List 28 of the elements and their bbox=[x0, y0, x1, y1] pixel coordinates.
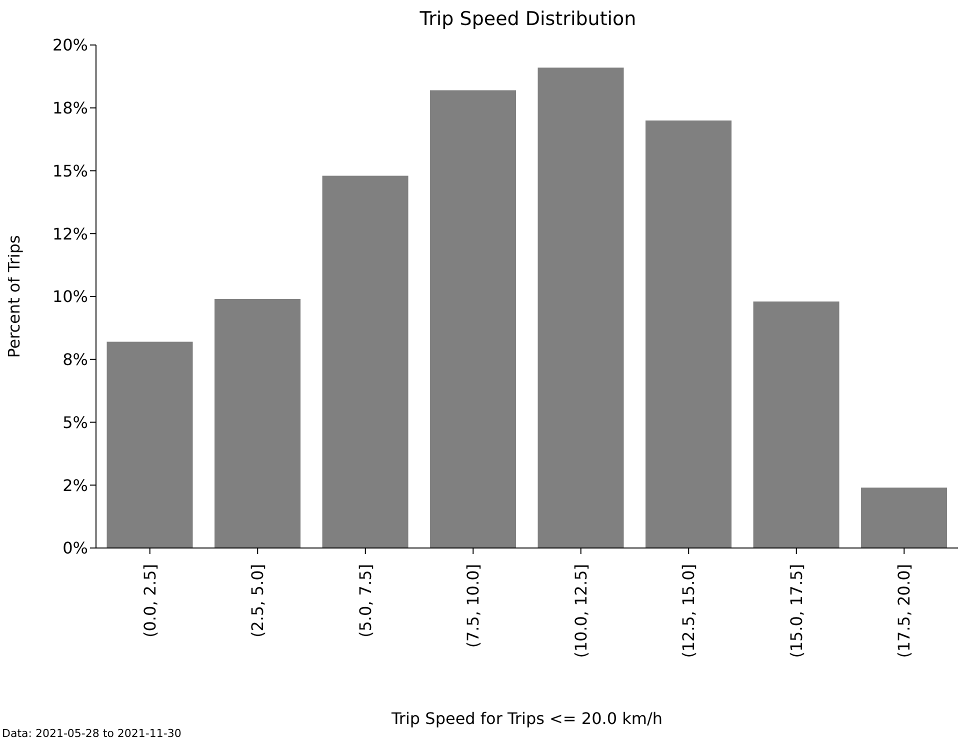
x-axis-title: Trip Speed for Trips <= 20.0 km/h bbox=[390, 709, 663, 728]
x-tick-label: (7.5, 10.0] bbox=[464, 564, 483, 648]
x-tick-label: (15.0, 17.5] bbox=[786, 564, 806, 658]
text: Data: 2021-05-28 to 2021-11-30 bbox=[2, 727, 182, 740]
x-tick-label: (2.5, 5.0] bbox=[248, 564, 268, 638]
bar bbox=[646, 120, 732, 548]
x-tick-label: (17.5, 20.0] bbox=[894, 564, 914, 658]
y-tick-label: 0% bbox=[62, 538, 88, 558]
y-tick-label: 18% bbox=[52, 98, 88, 118]
x-tick-label: (5.0, 7.5] bbox=[356, 564, 375, 638]
y-tick-label: 20% bbox=[52, 36, 88, 55]
bar bbox=[861, 488, 948, 548]
bar bbox=[214, 299, 301, 548]
y-tick-label: 5% bbox=[62, 412, 88, 432]
y-tick-label: 10% bbox=[52, 287, 88, 306]
y-tick-label: 2% bbox=[62, 476, 88, 495]
bar bbox=[106, 342, 193, 548]
x-tick-label: (10.0, 12.5] bbox=[571, 564, 590, 658]
x-tick-label: (12.5, 15.0] bbox=[679, 564, 698, 658]
y-tick-label: 8% bbox=[62, 350, 88, 370]
bar bbox=[430, 90, 516, 548]
x-tick-label: (0.0, 2.5] bbox=[140, 564, 160, 638]
bar bbox=[322, 176, 408, 548]
chart-title: Trip Speed Distribution bbox=[418, 8, 638, 30]
y-tick-label: 15% bbox=[52, 161, 88, 180]
bar bbox=[538, 68, 624, 548]
bar bbox=[753, 302, 840, 548]
y-tick-label: 12% bbox=[52, 224, 88, 244]
